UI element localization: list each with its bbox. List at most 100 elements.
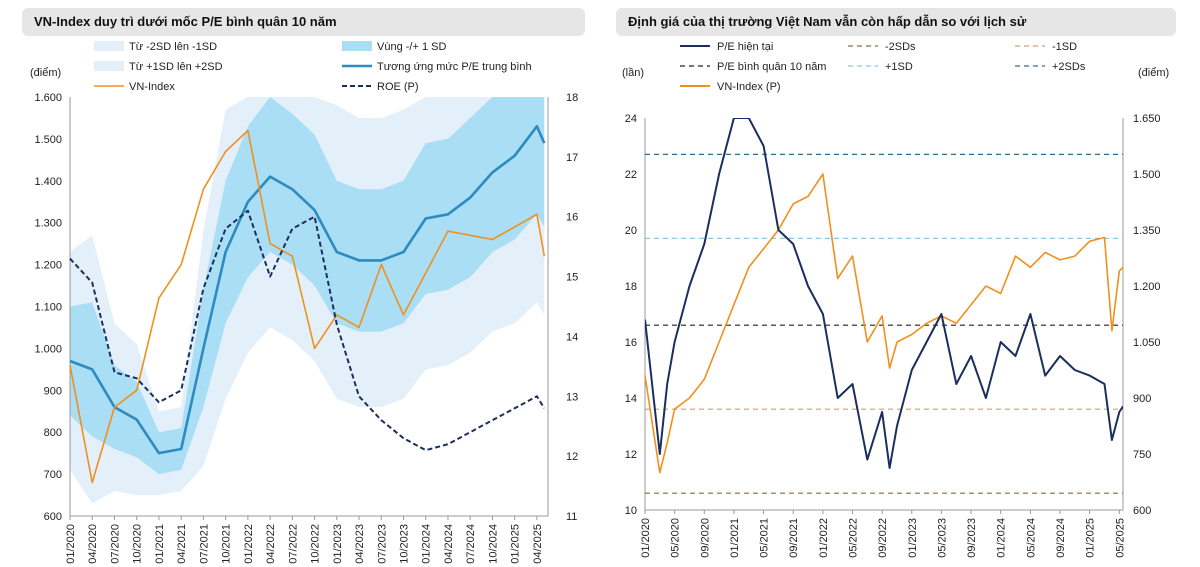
- right-legend-label: P/E hiện tại: [717, 41, 773, 53]
- left-legend-label: Vùng -/+ 1 SD: [377, 41, 446, 53]
- left-x-tick: 04/2025: [532, 524, 544, 564]
- left-y2-tick: 18: [566, 92, 578, 104]
- right-y2-axis-label: (điểm): [1138, 67, 1169, 79]
- left-x-tick: 07/2022: [287, 524, 299, 564]
- left-chart-title: VN-Index duy trì dưới mốc P/E bình quân …: [22, 8, 585, 36]
- left-x-tick: 01/2023: [332, 524, 344, 564]
- pe-current-group: [645, 118, 1123, 469]
- right-y-tick: 24: [625, 113, 637, 125]
- left-x-tick: 07/2023: [376, 524, 388, 564]
- left-y-tick: 1.300: [34, 218, 62, 230]
- series-line-vnindex-left: [69, 129, 546, 484]
- left-y-tick: 800: [44, 427, 62, 439]
- left-x-tick: 10/2023: [398, 524, 410, 564]
- right-y2-tick: 750: [1133, 449, 1151, 461]
- right-y-tick: 18: [625, 281, 637, 293]
- right-x-tick: 01/2022: [818, 518, 830, 558]
- right-y-tick: 16: [625, 337, 637, 349]
- right-x-tick: 01/2025: [1085, 518, 1097, 558]
- right-y2-tick: 1.500: [1133, 169, 1161, 181]
- left-y-tick: 1.500: [34, 134, 62, 146]
- right-x-tick: 05/2020: [670, 518, 682, 558]
- left-y-axis-label: (điểm): [30, 67, 61, 79]
- right-y2-tick: 1.050: [1133, 337, 1161, 349]
- right-legend-label: P/E bình quân 10 năm: [717, 61, 826, 73]
- left-y2-tick: 13: [566, 391, 578, 403]
- left-x-tick: 10/2024: [487, 524, 499, 564]
- left-y-tick: 1.100: [34, 302, 62, 314]
- right-legend-label: +2SDs: [1052, 61, 1086, 73]
- left-y-tick: 700: [44, 469, 62, 481]
- right-x-tick: 05/2025: [1114, 518, 1126, 558]
- left-x-tick: 10/2020: [132, 524, 144, 564]
- right-x-tick: 09/2020: [699, 518, 711, 558]
- left-legend-label: ROE (P): [377, 81, 419, 93]
- left-x-tick: 04/2020: [87, 524, 99, 564]
- series-line-pe-current: [645, 118, 1123, 469]
- right-legend-label: -2SDs: [885, 41, 916, 53]
- left-legend-label: Từ +1SD lên +2SD: [129, 61, 223, 73]
- right-x-tick: 01/2020: [640, 518, 652, 558]
- left-x-tick: 01/2022: [243, 524, 255, 564]
- left-y2-tick: 14: [566, 331, 578, 343]
- right-y2-tick: 600: [1133, 505, 1151, 517]
- left-y-tick: 900: [44, 385, 62, 397]
- left-x-tick: 01/2020: [65, 524, 77, 564]
- right-x-tick: 05/2022: [848, 518, 860, 558]
- right-x-tick: 05/2021: [759, 518, 771, 558]
- right-y-tick: 14: [625, 393, 637, 405]
- right-y-tick: 20: [625, 225, 637, 237]
- right-x-tick: 09/2023: [966, 518, 978, 558]
- right-y2-tick: 1.200: [1133, 281, 1161, 293]
- right-y2-tick: 1.650: [1133, 113, 1161, 125]
- left-legend-label: VN-Index: [129, 81, 175, 93]
- right-x-tick: 09/2022: [877, 518, 889, 558]
- right-x-tick: 01/2023: [907, 518, 919, 558]
- series-line-pe-average: [69, 125, 546, 455]
- left-y-tick: 1.000: [34, 343, 62, 355]
- right-x-tick: 09/2021: [788, 518, 800, 558]
- right-y-tick: 10: [625, 505, 637, 517]
- left-y-tick: 1.200: [34, 260, 62, 272]
- left-x-tick: 07/2020: [109, 524, 121, 564]
- left-x-tick: 01/2024: [421, 524, 433, 564]
- series-line-vnindex-right: [644, 173, 1124, 474]
- left-x-tick: 04/2021: [176, 524, 188, 564]
- left-x-tick: 10/2022: [310, 524, 322, 564]
- band-inner-sd: [70, 97, 545, 475]
- right-y-axis-label: (lần): [622, 67, 644, 79]
- right-legend-label: -1SD: [1052, 41, 1077, 53]
- right-y2-tick: 900: [1133, 393, 1151, 405]
- right-legend-label: VN-Index (P): [717, 81, 781, 93]
- right-x-tick: 05/2023: [936, 518, 948, 558]
- left-y2-tick: 16: [566, 212, 578, 224]
- left-y-tick: 600: [44, 511, 62, 523]
- right-x-tick: 09/2024: [1055, 518, 1067, 558]
- left-x-tick: 07/2021: [198, 524, 210, 564]
- left-x-tick: 04/2022: [265, 524, 277, 564]
- right-y2-tick: 1.350: [1133, 225, 1161, 237]
- left-legend-swatch: [94, 41, 124, 51]
- left-x-tick: 01/2021: [154, 524, 166, 564]
- left-y-tick: 1.400: [34, 176, 62, 188]
- left-x-tick: 01/2025: [510, 524, 522, 564]
- right-legend-label: +1SD: [885, 61, 913, 73]
- left-legend-swatch: [342, 41, 372, 51]
- left-x-tick: 10/2021: [221, 524, 233, 564]
- left-y-tick: 1.600: [34, 92, 62, 104]
- left-x-tick: 07/2024: [465, 524, 477, 564]
- right-y-tick: 22: [625, 169, 637, 181]
- right-y-tick: 12: [625, 449, 637, 461]
- left-y2-tick: 15: [566, 272, 578, 284]
- right-x-tick: 01/2024: [996, 518, 1008, 558]
- right-x-tick: 05/2024: [1025, 518, 1037, 558]
- left-legend-label: Tương ứng mức P/E trung bình: [377, 61, 532, 73]
- right-x-tick: 01/2021: [729, 518, 741, 558]
- left-x-tick: 04/2023: [354, 524, 366, 564]
- left-legend-label: Từ -2SD lên -1SD: [129, 41, 217, 53]
- left-x-tick: 04/2024: [443, 524, 455, 564]
- left-y2-tick: 17: [566, 152, 578, 164]
- left-legend-swatch: [94, 61, 124, 71]
- left-y2-tick: 12: [566, 451, 578, 463]
